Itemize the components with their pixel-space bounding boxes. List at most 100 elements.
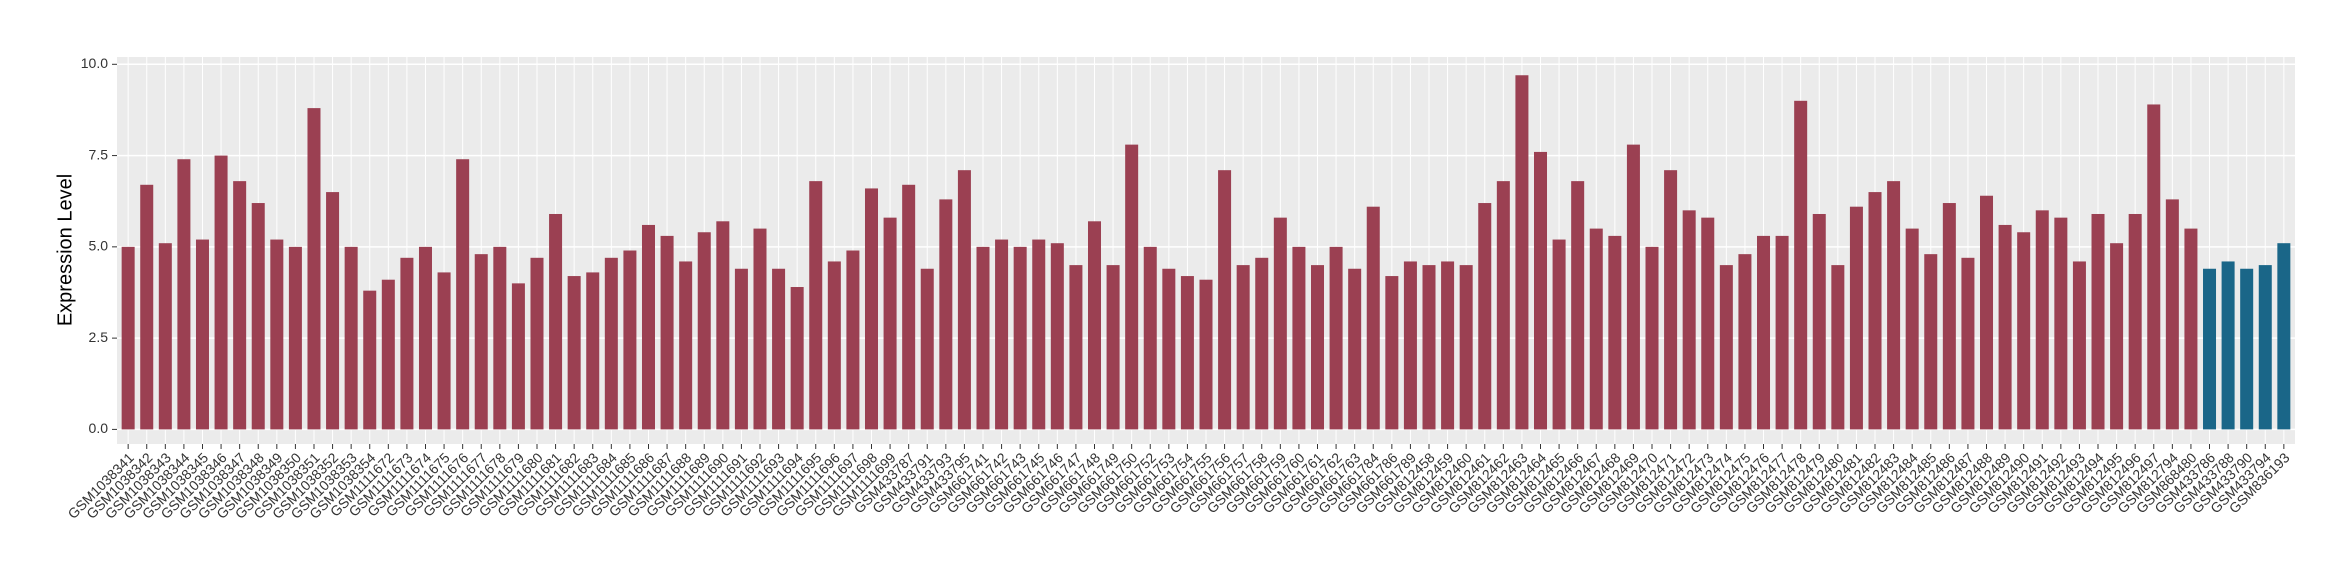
bar bbox=[1626, 144, 1640, 430]
bar bbox=[1496, 181, 1510, 430]
bar bbox=[1292, 246, 1306, 430]
bar bbox=[158, 243, 172, 430]
bar bbox=[1087, 221, 1102, 430]
bar bbox=[363, 290, 377, 430]
bar bbox=[1143, 246, 1157, 430]
bar bbox=[1664, 170, 1678, 430]
bar bbox=[1199, 279, 1213, 430]
y-tick-label: 7.5 bbox=[89, 146, 109, 162]
bar bbox=[995, 239, 1009, 430]
bar bbox=[1236, 265, 1250, 430]
bar bbox=[1515, 75, 1529, 430]
bar bbox=[864, 188, 878, 430]
bar bbox=[1459, 265, 1473, 430]
bar bbox=[1478, 203, 1492, 430]
bar bbox=[1180, 276, 1194, 430]
bar bbox=[697, 232, 711, 430]
bar bbox=[1050, 243, 1064, 430]
bar bbox=[1348, 268, 1362, 430]
bar bbox=[2203, 268, 2217, 430]
bar bbox=[2054, 217, 2068, 430]
bar bbox=[2017, 232, 2031, 430]
bar bbox=[790, 287, 804, 430]
bar bbox=[1403, 261, 1417, 430]
bar bbox=[1645, 246, 1659, 430]
bar bbox=[567, 276, 581, 430]
bar bbox=[1905, 228, 1919, 430]
bar bbox=[456, 159, 470, 430]
bar bbox=[1329, 246, 1343, 430]
bar bbox=[1738, 254, 1752, 430]
bar bbox=[1942, 203, 1956, 430]
bar bbox=[641, 224, 655, 430]
bar bbox=[437, 272, 451, 430]
bar bbox=[1106, 265, 1120, 430]
bar bbox=[1701, 217, 1715, 430]
bar bbox=[140, 184, 154, 430]
bar bbox=[2128, 213, 2142, 430]
bar bbox=[1831, 265, 1845, 430]
bar bbox=[2035, 210, 2049, 430]
bar bbox=[1385, 276, 1399, 430]
bar bbox=[1422, 265, 1436, 430]
bar bbox=[177, 159, 191, 430]
bar bbox=[2258, 265, 2272, 430]
bar bbox=[2240, 268, 2254, 430]
y-tick-label: 2.5 bbox=[89, 329, 109, 345]
bar bbox=[251, 203, 265, 430]
bar bbox=[772, 268, 786, 430]
bar bbox=[883, 217, 897, 430]
bar bbox=[957, 170, 971, 430]
bar bbox=[734, 268, 748, 430]
bar bbox=[809, 181, 823, 430]
bar bbox=[1682, 210, 1696, 430]
bar bbox=[1757, 235, 1771, 430]
y-tick-label: 5.0 bbox=[89, 238, 109, 254]
bar bbox=[493, 246, 507, 430]
bar bbox=[1273, 217, 1287, 430]
bar bbox=[1980, 195, 1994, 430]
bar bbox=[307, 108, 321, 430]
bar bbox=[233, 181, 247, 430]
bar bbox=[604, 257, 618, 430]
bar bbox=[1255, 257, 1269, 430]
bar bbox=[1868, 192, 1882, 430]
bar bbox=[939, 199, 953, 430]
bar bbox=[1849, 206, 1863, 430]
bar bbox=[121, 246, 135, 430]
bar bbox=[2221, 261, 2235, 430]
bar bbox=[716, 221, 730, 430]
bar bbox=[474, 254, 488, 430]
bar bbox=[1794, 100, 1808, 430]
bar bbox=[2184, 228, 2198, 430]
bar bbox=[326, 192, 340, 430]
bar bbox=[1366, 206, 1380, 430]
bar bbox=[846, 250, 860, 430]
bar bbox=[1961, 257, 1975, 430]
bar bbox=[549, 213, 563, 430]
bar bbox=[660, 235, 674, 430]
bar bbox=[1032, 239, 1046, 430]
y-tick-label: 0.0 bbox=[89, 420, 109, 436]
bar bbox=[1441, 261, 1455, 430]
bar bbox=[1812, 213, 1826, 430]
bar bbox=[214, 155, 228, 430]
bar bbox=[418, 246, 432, 430]
bar bbox=[530, 257, 544, 430]
bar bbox=[2110, 243, 2124, 430]
bar bbox=[1887, 181, 1901, 430]
bar bbox=[1571, 181, 1585, 430]
bar bbox=[195, 239, 209, 430]
bar bbox=[827, 261, 841, 430]
bar bbox=[1924, 254, 1938, 430]
bar bbox=[920, 268, 934, 430]
y-axis-title: Expression Level bbox=[54, 174, 76, 326]
bar bbox=[1998, 224, 2012, 430]
bar bbox=[1013, 246, 1027, 430]
bar bbox=[1719, 265, 1733, 430]
bar bbox=[1534, 151, 1548, 430]
bar bbox=[1162, 268, 1176, 430]
bar bbox=[1310, 265, 1325, 430]
